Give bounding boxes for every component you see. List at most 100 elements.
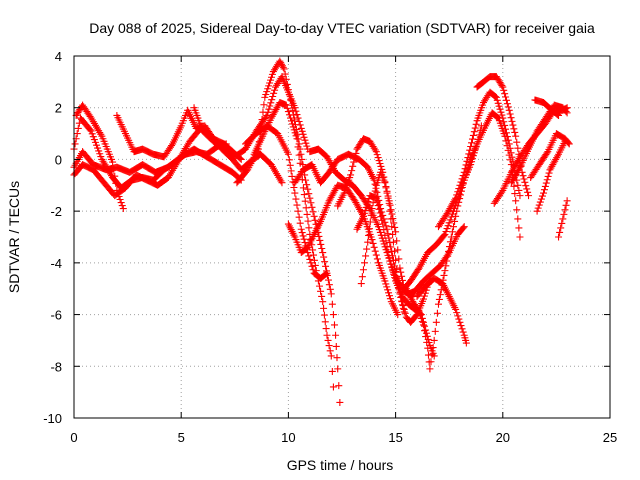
- data-point: [260, 101, 268, 109]
- data-point: [112, 179, 120, 187]
- data-point: [335, 382, 343, 390]
- data-point: [558, 219, 566, 227]
- data-point: [298, 155, 306, 163]
- data-point: [463, 157, 471, 165]
- data-point: [311, 216, 319, 224]
- data-point: [332, 331, 340, 339]
- data-point: [545, 169, 553, 177]
- data-point: [383, 242, 391, 250]
- data-point: [322, 270, 330, 278]
- data-point: [395, 255, 403, 263]
- data-point: [310, 212, 318, 220]
- data-point: [311, 261, 319, 269]
- data-point: [429, 344, 437, 352]
- data-point: [362, 252, 370, 260]
- series-sat-c: [72, 101, 127, 213]
- data-point: [114, 189, 122, 197]
- data-point: [118, 202, 126, 210]
- data-point: [502, 93, 510, 101]
- data-point: [508, 117, 516, 125]
- data-point: [322, 262, 330, 270]
- data-point: [352, 149, 360, 157]
- data-point: [453, 309, 461, 317]
- data-point: [389, 230, 397, 238]
- x-tick-labels: 0 5 10 15 20 25: [70, 430, 617, 445]
- data-point: [442, 228, 450, 236]
- data-point: [361, 206, 369, 214]
- data-point: [430, 336, 438, 344]
- data-point: [384, 194, 392, 202]
- data-point: [458, 325, 466, 333]
- data-point: [503, 133, 511, 141]
- data-point: [315, 282, 323, 290]
- data-point: [381, 231, 389, 239]
- data-point: [323, 331, 331, 339]
- y-tick-label: -2: [50, 204, 62, 219]
- data-point: [291, 129, 299, 137]
- data-point: [515, 224, 523, 232]
- data-point: [536, 198, 544, 206]
- data-point: [321, 318, 329, 326]
- data-point: [456, 181, 464, 189]
- data-point: [510, 182, 518, 190]
- data-point: [268, 96, 276, 104]
- y-tick-label: -4: [50, 256, 62, 271]
- data-point: [440, 232, 448, 240]
- data-point: [368, 205, 376, 213]
- data-point: [401, 309, 409, 317]
- data-point: [555, 111, 563, 119]
- data-point: [290, 184, 298, 192]
- data-point: [388, 264, 396, 272]
- data-point: [320, 304, 328, 312]
- data-point: [562, 108, 570, 116]
- data-point: [300, 191, 308, 199]
- data-point: [266, 102, 274, 110]
- data-point: [292, 195, 300, 203]
- data-point: [73, 130, 81, 138]
- data-point: [513, 138, 521, 146]
- data-point: [505, 140, 513, 148]
- data-point: [309, 266, 317, 274]
- data-point: [455, 315, 463, 323]
- data-point: [561, 137, 569, 145]
- data-point: [385, 199, 393, 207]
- data-point: [285, 91, 293, 99]
- data-point: [559, 215, 567, 223]
- data-point: [258, 116, 266, 124]
- data-point: [508, 153, 516, 161]
- data-point: [498, 188, 506, 196]
- data-point: [441, 267, 449, 275]
- data-point: [495, 102, 503, 110]
- data-point: [426, 365, 434, 373]
- data-point: [386, 207, 394, 215]
- data-point: [397, 293, 405, 301]
- data-point: [384, 286, 392, 294]
- data-point: [466, 146, 474, 154]
- data-point: [502, 129, 510, 137]
- data-point: [373, 188, 381, 196]
- data-point: [295, 213, 303, 221]
- data-point: [387, 215, 395, 223]
- data-point: [504, 136, 512, 144]
- data-point: [460, 223, 468, 231]
- data-point: [370, 243, 378, 251]
- data-point: [330, 321, 338, 329]
- data-point: [371, 187, 379, 195]
- data-point: [357, 280, 365, 288]
- data-point: [327, 352, 335, 360]
- data-point: [318, 292, 326, 300]
- data-point: [325, 281, 333, 289]
- data-point: [117, 199, 125, 207]
- data-point: [276, 57, 284, 65]
- data-point: [380, 226, 388, 234]
- data-point: [446, 216, 454, 224]
- data-point: [543, 176, 551, 184]
- series-sat-h: [250, 99, 337, 391]
- data-point: [388, 223, 396, 231]
- data-point: [348, 167, 356, 175]
- data-point: [347, 171, 355, 179]
- data-point: [538, 192, 546, 200]
- data-point: [369, 199, 377, 207]
- data-point: [349, 162, 357, 170]
- y-tick-label: 0: [55, 152, 62, 167]
